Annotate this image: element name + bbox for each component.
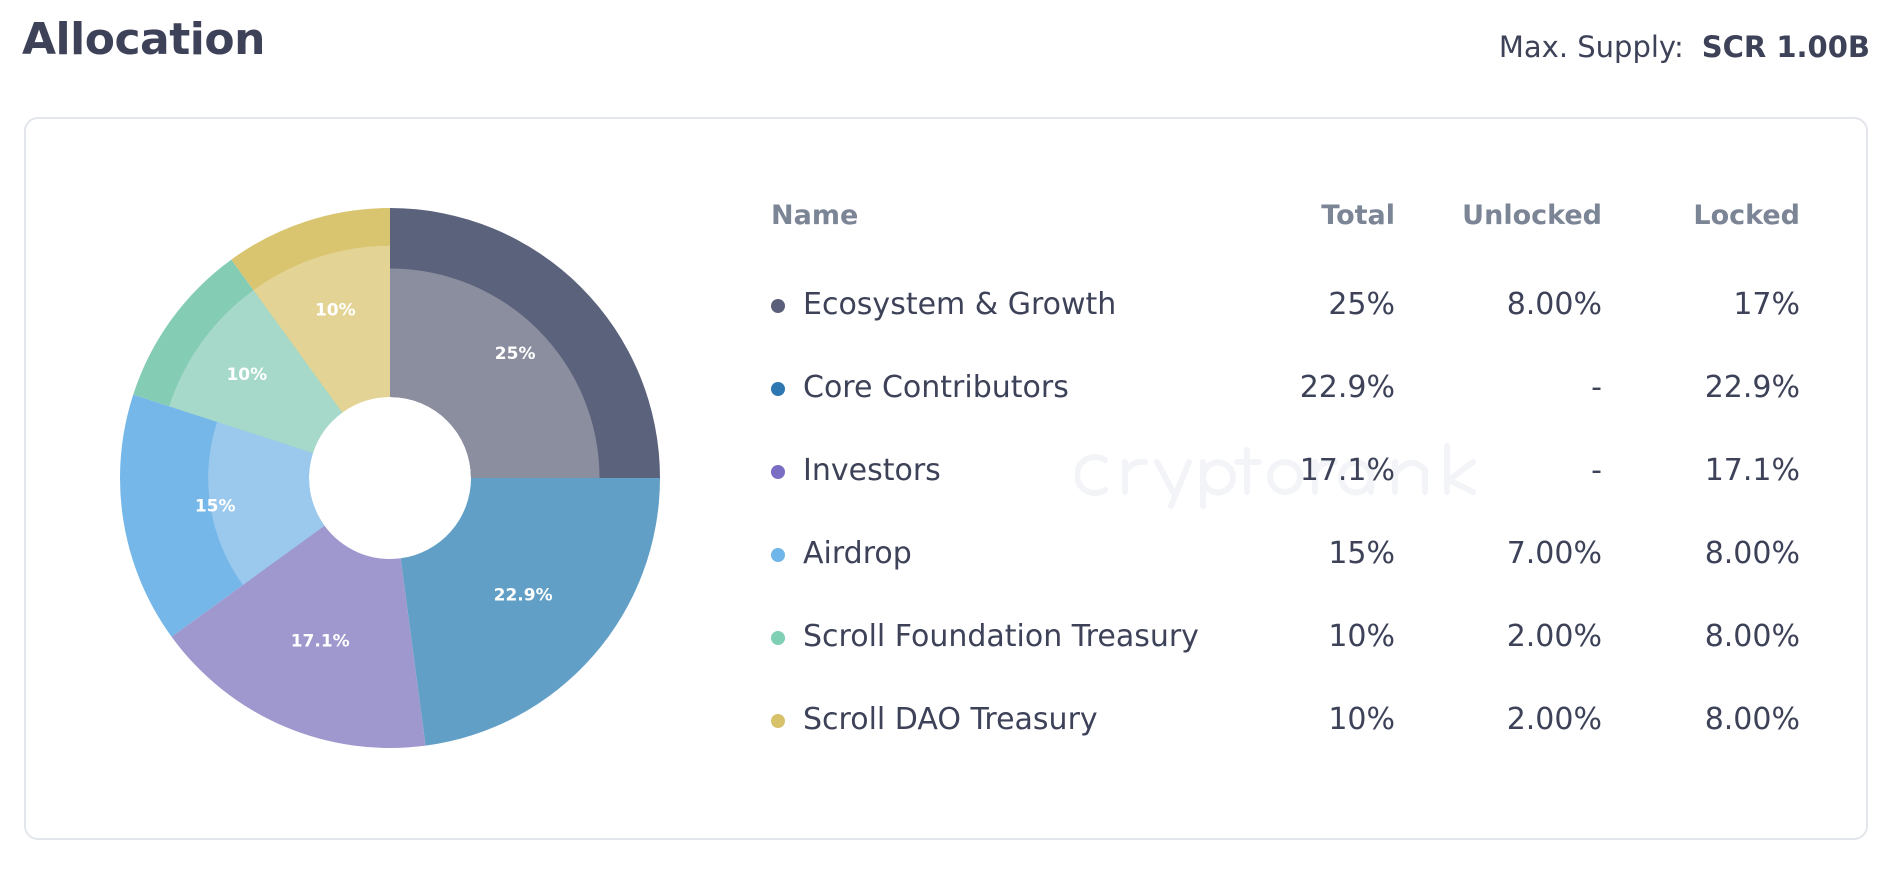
legend-dot-icon <box>771 382 785 396</box>
row-locked: 17% <box>1733 287 1800 322</box>
row-name: Scroll Foundation Treasury <box>803 619 1199 654</box>
row-locked: 8.00% <box>1704 619 1800 654</box>
row-total: 17.1% <box>1299 453 1395 488</box>
row-unlocked: 2.00% <box>1506 702 1602 737</box>
pie-slice-locked <box>390 268 600 478</box>
row-unlocked: 7.00% <box>1506 536 1602 571</box>
page-title: Allocation <box>22 14 265 65</box>
row-locked: 8.00% <box>1704 536 1800 571</box>
col-header-name: Name <box>771 200 859 231</box>
pie-data-label: 22.9% <box>494 586 553 606</box>
pie-slice-locked <box>208 421 325 585</box>
max-supply: Max. Supply: SCR 1.00B <box>1499 30 1870 64</box>
row-locked: 17.1% <box>1704 453 1800 488</box>
pie-data-label: 15% <box>195 497 236 517</box>
allocation-card <box>24 117 1868 840</box>
max-supply-label: Max. Supply: <box>1498 30 1684 64</box>
row-name: Core Contributors <box>803 370 1069 405</box>
row-name: Investors <box>803 453 941 488</box>
row-name: Airdrop <box>803 536 912 571</box>
allocation-donut-chart: 25% 22.9% 17.1% 15% 10% 10% <box>119 208 660 748</box>
pie-slice-locked <box>169 290 343 453</box>
watermark-logo <box>1075 443 1476 509</box>
row-unlocked: 8.00% <box>1506 287 1602 322</box>
pie-slice[interactable] <box>171 525 426 748</box>
pie-slice-locked <box>253 245 390 413</box>
row-total: 10% <box>1328 619 1395 654</box>
max-supply-value: SCR 1.00B <box>1701 30 1870 64</box>
col-header-unlocked: Unlocked <box>1462 200 1602 231</box>
row-name: Ecosystem & Growth <box>803 287 1117 322</box>
legend-dot-icon <box>771 299 785 313</box>
pie-data-label: 10% <box>226 365 267 385</box>
row-locked: 22.9% <box>1704 370 1800 405</box>
col-header-locked: Locked <box>1693 200 1800 231</box>
row-total: 10% <box>1328 702 1395 737</box>
legend-dot-icon <box>771 631 785 645</box>
row-unlocked: - <box>1591 453 1602 488</box>
legend-dot-icon <box>771 714 785 728</box>
row-unlocked: - <box>1591 370 1602 405</box>
legend-dot-icon <box>771 465 785 479</box>
row-locked: 8.00% <box>1704 702 1800 737</box>
pie-data-label: 25% <box>495 344 536 364</box>
pie-slice[interactable] <box>400 478 660 746</box>
row-unlocked: 2.00% <box>1506 619 1602 654</box>
row-name: Scroll DAO Treasury <box>803 702 1098 737</box>
row-total: 22.9% <box>1299 370 1395 405</box>
legend-dot-icon <box>771 548 785 562</box>
row-total: 25% <box>1328 287 1395 322</box>
row-total: 15% <box>1328 536 1395 571</box>
pie-data-label: 17.1% <box>291 632 350 652</box>
pie-data-label: 10% <box>315 301 356 321</box>
col-header-total: Total <box>1321 200 1395 231</box>
